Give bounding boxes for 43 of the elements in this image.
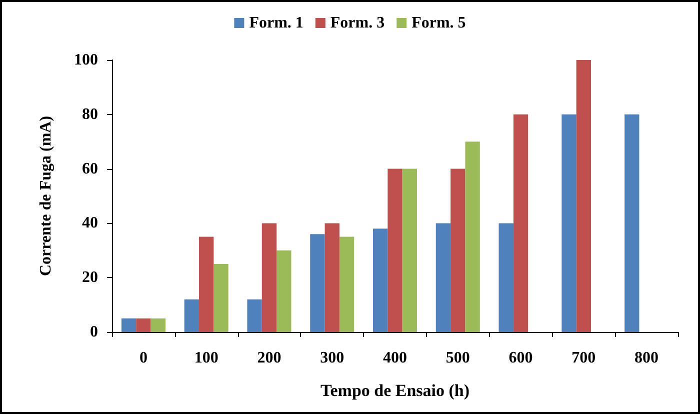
x-tick-label: 400 (383, 350, 407, 366)
legend-label: Form. 3 (330, 14, 385, 32)
legend-label: Form. 1 (249, 14, 304, 32)
y-tick-label: 80 (82, 106, 98, 123)
bar (310, 234, 325, 332)
x-tick-label: 100 (194, 350, 218, 366)
y-tick-label: 0 (90, 324, 98, 340)
y-tick-label: 100 (74, 52, 98, 68)
bar (562, 114, 576, 332)
bar (513, 114, 528, 332)
bar (402, 168, 418, 332)
bar (198, 236, 214, 332)
y-tick-label: 60 (82, 160, 98, 178)
x-tick-label: 600 (508, 350, 533, 366)
bar (576, 60, 592, 332)
bar (262, 223, 277, 332)
x-tick-label: 300 (320, 350, 344, 366)
bar (184, 299, 199, 332)
bar (450, 168, 466, 332)
y-tick-label: 40 (82, 214, 98, 232)
x-tick-label: 500 (446, 350, 470, 366)
x-tick-label: 0 (139, 350, 148, 366)
legend-label: Form. 5 (412, 14, 466, 32)
x-tick-label: 800 (634, 350, 659, 366)
bar (247, 299, 262, 332)
bar (624, 114, 640, 332)
bar (339, 236, 354, 332)
x-tick-label: 700 (572, 350, 596, 366)
bar (388, 168, 402, 332)
bar (276, 250, 292, 332)
bar (214, 264, 228, 332)
bar (372, 228, 388, 332)
y-tick-label: 20 (82, 269, 98, 286)
bar (465, 142, 480, 332)
bar (150, 318, 166, 332)
y-axis-title: Corrente de Fuga (mA) (38, 116, 54, 276)
bar (136, 318, 151, 332)
bar (498, 223, 514, 332)
bar (436, 223, 451, 332)
x-axis-title: Tempo de Ensaio (h) (320, 381, 470, 400)
x-tick-label: 200 (257, 350, 282, 366)
bar (121, 318, 136, 332)
bar (324, 223, 340, 332)
